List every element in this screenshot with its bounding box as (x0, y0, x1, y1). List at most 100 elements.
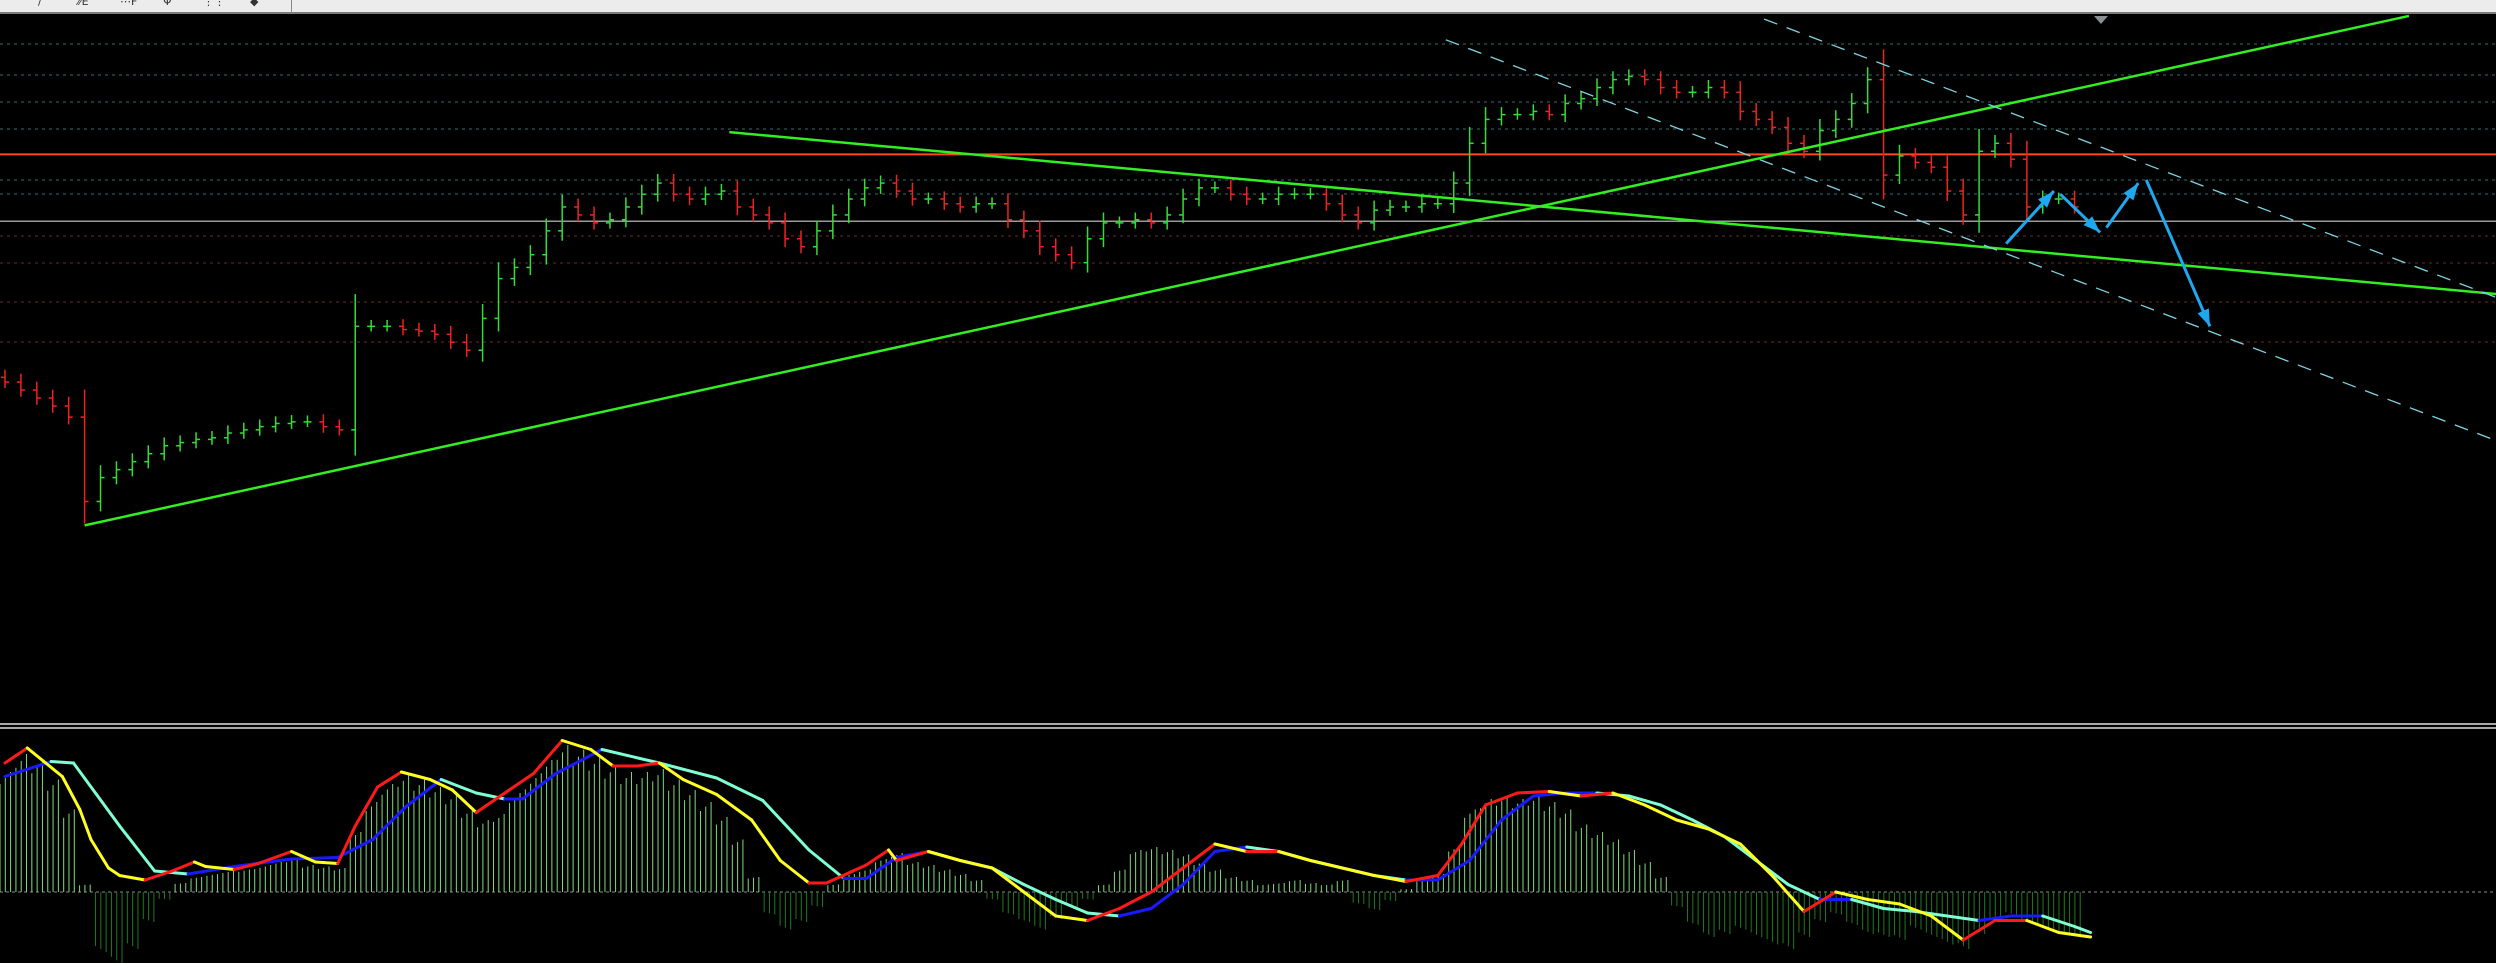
fast-signal-line (1706, 827, 1742, 846)
fast-signal-line (428, 778, 454, 792)
forecast-arrows[interactable] (2005, 179, 2212, 327)
slow-signal-line (1436, 859, 1472, 882)
price-bar (223, 425, 232, 444)
slow-signal-line (2041, 914, 2077, 928)
slow-signal-line (1022, 883, 1058, 901)
price-bar (1449, 171, 1458, 214)
price-bar (271, 416, 280, 433)
price-bars (1, 49, 2079, 524)
price-bar (1736, 81, 1745, 121)
price-bar (685, 186, 694, 206)
andrews-pitchfork-icon[interactable]: Ψ (163, 0, 172, 8)
fast-signal-line (635, 761, 661, 768)
price-bar (1481, 107, 1490, 154)
price-bar (988, 197, 997, 209)
fast-signal-line (1834, 890, 1870, 901)
price-bar (1593, 78, 1601, 107)
price-bar (192, 432, 201, 449)
price-bar (1290, 187, 1299, 200)
price-bar (1688, 85, 1697, 98)
price-bar (1704, 79, 1713, 99)
price-bar (1863, 67, 1872, 114)
price-bar (1975, 128, 1984, 233)
price-bar (876, 175, 885, 194)
fibonacci-fan-icon[interactable]: ⋯F (120, 0, 138, 8)
price-bar (494, 262, 503, 332)
price-bar (1879, 49, 1888, 200)
falling-trendline (729, 130, 2496, 296)
fibonacci-expansion-icon[interactable]: ⁄⁄E (78, 0, 89, 8)
price-bar (112, 461, 121, 485)
slow-signal-line (1149, 883, 1185, 910)
price-bar (653, 173, 662, 202)
slow-signal-line (1117, 907, 1153, 918)
slow-signal-line (1882, 907, 1917, 913)
price-bar (1911, 148, 1920, 169)
price-bar (1465, 126, 1474, 197)
price-bar (1815, 119, 1824, 161)
slow-signal-line (3, 760, 53, 778)
price-bar (1497, 107, 1506, 126)
fast-signal-line (750, 818, 782, 862)
fast-signal-line (192, 860, 208, 868)
price-bar (590, 206, 599, 230)
slow-signal-line (1786, 883, 1822, 901)
slow-signal-line (439, 778, 478, 795)
fast-signal-line (353, 785, 380, 828)
price-bar (303, 415, 312, 427)
fast-signal-line (1022, 890, 1058, 918)
price-bar (1163, 206, 1172, 230)
price-bar (96, 465, 105, 512)
price-bar (80, 389, 89, 524)
price-bar (1799, 134, 1808, 158)
price-bar (255, 419, 264, 436)
price-bar (160, 437, 169, 461)
price-bar (1768, 111, 1777, 135)
oscillator-panel (0, 739, 2496, 963)
channel-icon[interactable]: ⋮⋮ (203, 0, 225, 8)
shapes-dropdown-icon[interactable]: ◆ (250, 0, 259, 8)
price-bar (48, 389, 57, 413)
fast-signal-line (532, 739, 564, 775)
price-bar (1051, 238, 1060, 262)
slow-signal-line (1977, 914, 2013, 922)
pencil-icon[interactable]: / (38, 0, 42, 8)
price-bar (1067, 246, 1076, 270)
fast-signal-line (256, 850, 294, 865)
price-bar (574, 198, 583, 222)
price-bar (351, 294, 360, 456)
price-bar (1210, 181, 1219, 193)
slow-signal-line (290, 856, 340, 861)
price-bar (144, 445, 153, 469)
price-bar (462, 333, 471, 357)
fast-signal-line (778, 859, 811, 885)
drawn-lines[interactable] (84, 14, 2496, 527)
slow-signal-line (1627, 794, 1663, 807)
horizontal-levels (0, 153, 2496, 223)
fast-signal-line (1460, 803, 1488, 846)
price-bar (621, 197, 630, 228)
price-bar (956, 196, 965, 213)
price-bar (924, 192, 933, 205)
fast-signal-line (89, 838, 110, 870)
slow-signal-line (657, 761, 719, 780)
fast-signal-line (1308, 859, 1344, 870)
chart-shift-marker-icon[interactable] (2094, 16, 2108, 24)
price-bar (478, 304, 487, 362)
price-bar (367, 319, 376, 332)
slow-signal-line (807, 848, 846, 880)
price-bar (1083, 226, 1092, 273)
channel-upper (1763, 18, 2496, 298)
price-bar (526, 245, 535, 276)
price-bar (510, 258, 519, 286)
fast-signal-line (1579, 791, 1615, 798)
price-bar (669, 173, 678, 202)
fast-signal-line (657, 761, 685, 781)
fast-signal-line (926, 850, 962, 862)
arrow-head-icon (2123, 183, 2139, 201)
fast-signal-line (1277, 850, 1312, 862)
price-bar (1370, 200, 1379, 231)
slow-signal-line (1499, 794, 1535, 822)
price-bar (1258, 192, 1267, 205)
